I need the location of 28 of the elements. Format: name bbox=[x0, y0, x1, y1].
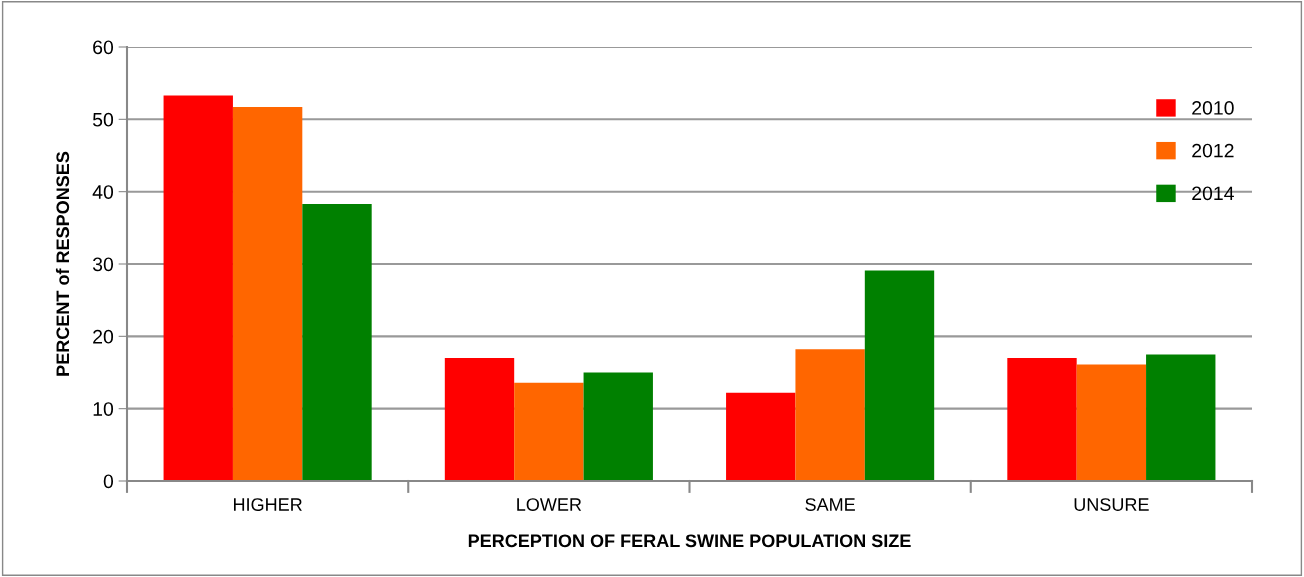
bar bbox=[444, 358, 515, 481]
bar bbox=[514, 382, 584, 481]
x-tick-label: UNSURE bbox=[1074, 498, 1149, 511]
y-tick-label: 40 bbox=[92, 185, 114, 199]
x-tick-label: SAME bbox=[805, 498, 855, 511]
bar bbox=[1146, 354, 1216, 481]
bar bbox=[726, 392, 796, 481]
legend-label: 2014 bbox=[1192, 186, 1234, 201]
y-tick-label: 20 bbox=[93, 329, 114, 344]
bar bbox=[163, 95, 233, 481]
x-tick-label: LOWER bbox=[517, 498, 582, 511]
bar bbox=[1076, 364, 1147, 481]
y-tick-label: 10 bbox=[93, 402, 114, 416]
legend-label: 2010 bbox=[1192, 101, 1234, 115]
y-tick-label: 60 bbox=[93, 40, 114, 55]
bar bbox=[795, 349, 865, 481]
bar bbox=[302, 203, 372, 481]
y-tick-label: 0 bbox=[103, 474, 114, 489]
bar bbox=[583, 372, 653, 481]
bar bbox=[1007, 358, 1077, 481]
y-tick-label: 50 bbox=[92, 112, 114, 127]
x-axis-title: PERCEPTION OF FERAL SWINE POPULATION SIZE bbox=[468, 534, 911, 548]
bar bbox=[864, 270, 935, 481]
y-axis-title: PERCENT of RESPONSES bbox=[55, 151, 70, 376]
bar bbox=[232, 107, 303, 481]
y-tick-label: 30 bbox=[92, 257, 114, 272]
x-tick-label: HIGHER bbox=[234, 498, 302, 511]
legend-label: 2012 bbox=[1192, 143, 1234, 158]
